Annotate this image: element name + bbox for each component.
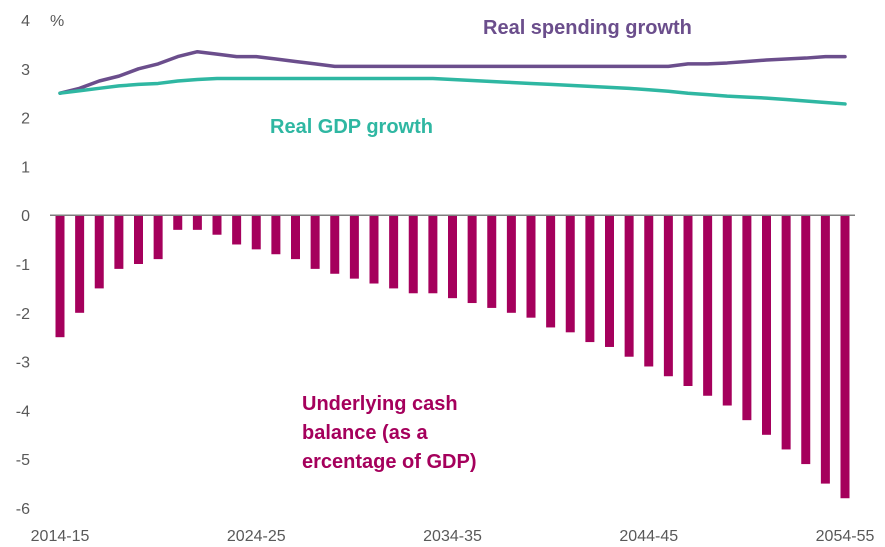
bar-2026-27 xyxy=(291,215,300,260)
bar-2039-40 xyxy=(546,215,556,328)
bar-2038-39 xyxy=(526,215,536,318)
x-tick-label: 2044-45 xyxy=(619,528,678,545)
bar-2045-46 xyxy=(663,215,673,377)
y-axis-ticks: 4 3 2 1 0 -1 -2 -3 -4 -5 -6 xyxy=(16,13,30,518)
x-tick-label: 2014-15 xyxy=(31,528,90,545)
bar-2032-33 xyxy=(408,215,418,294)
y-tick-label: -3 xyxy=(16,355,30,372)
bar-2043-44 xyxy=(624,215,634,357)
y-tick-label: 1 xyxy=(21,159,30,176)
x-tick-label: 2034-35 xyxy=(423,528,482,545)
y-tick-label: 4 xyxy=(21,13,30,30)
bar-2036-37 xyxy=(487,215,497,308)
bar-2054-55 xyxy=(840,215,850,499)
bar-2041-42 xyxy=(585,215,595,343)
bar-2044-45 xyxy=(644,215,654,367)
bar-2021-22 xyxy=(192,215,202,230)
line-real-spending-growth xyxy=(58,49,847,95)
bar-series-cash-balance xyxy=(55,215,850,499)
y-tick-label: -6 xyxy=(16,501,30,518)
bar-2018-19 xyxy=(134,215,143,264)
bar-2034-35 xyxy=(448,215,457,299)
bar-2048-49 xyxy=(722,215,732,406)
bar-2052-53 xyxy=(801,215,811,465)
y-tick-label: 2 xyxy=(21,111,30,128)
bar-2049-50 xyxy=(742,215,752,421)
bar-2024-25 xyxy=(251,215,261,250)
bar-2031-32 xyxy=(389,215,399,289)
bar-2042-43 xyxy=(605,215,614,347)
bar-2047-48 xyxy=(703,215,713,396)
bar-2019-20 xyxy=(153,215,163,260)
bar-2028-29 xyxy=(330,215,340,274)
x-tick-label: 2054-55 xyxy=(816,528,875,545)
bar-2020-21 xyxy=(173,215,183,230)
bar-2015-16 xyxy=(75,215,85,313)
cash-balance-series-label: Underlying cash balance (as a ercentage o… xyxy=(302,393,476,473)
gdp-series-label: Real GDP growth xyxy=(270,116,433,138)
bar-2050-51 xyxy=(762,215,771,435)
bar-2033-34 xyxy=(428,215,438,294)
bar-2025-26 xyxy=(271,215,281,255)
bar-2023-24 xyxy=(232,215,242,245)
y-axis-unit-label: % xyxy=(50,13,64,30)
line-series xyxy=(58,49,847,106)
bar-2016-17 xyxy=(94,215,104,289)
y-tick-label: 3 xyxy=(21,62,30,79)
bar-2029-30 xyxy=(349,215,359,279)
y-tick-label: -2 xyxy=(16,306,30,323)
bar-2035-36 xyxy=(467,215,477,304)
x-tick-label: 2024-25 xyxy=(227,528,286,545)
bar-2027-28 xyxy=(310,215,320,269)
spending-series-label: Real spending growth xyxy=(483,17,692,39)
bar-2037-38 xyxy=(506,215,516,313)
y-tick-label: -1 xyxy=(16,257,30,274)
bar-2014-15 xyxy=(55,215,65,338)
line-real-gdp-growth xyxy=(58,76,847,106)
y-tick-label: -5 xyxy=(16,452,30,469)
bar-2053-54 xyxy=(820,215,830,484)
bar-2017-18 xyxy=(114,215,124,269)
bar-2046-47 xyxy=(683,215,693,386)
bar-2030-31 xyxy=(369,215,379,284)
y-tick-label: 0 xyxy=(21,208,30,225)
y-tick-label: -4 xyxy=(16,403,30,420)
bar-2051-52 xyxy=(781,215,791,450)
x-axis-ticks: 2014-15 2024-25 2034-35 2044-45 2054-55 xyxy=(31,528,875,545)
bar-2022-23 xyxy=(212,215,222,235)
bar-2040-41 xyxy=(565,215,575,333)
